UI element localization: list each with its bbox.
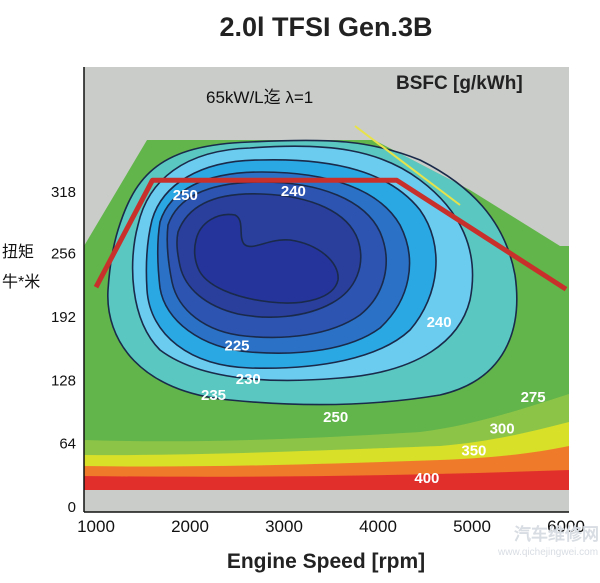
contour-line-240 [145,159,437,370]
y-tick-label: 128 [51,372,76,389]
y-tick-label: 256 [51,246,76,263]
contour-label-275: 275 [521,389,546,406]
y-axis-ticks: 0 64 128 192 256 318 [51,184,76,516]
x-tick-label: 1000 [77,517,115,536]
x-tick-label: 2000 [171,517,209,536]
x-axis-ticks: 1000 2000 3000 4000 5000 6000 [77,517,585,536]
contour-label-230: 230 [236,371,261,388]
y-tick-label: 64 [59,436,76,453]
contour-label-240: 240 [281,183,306,200]
contour-label-250: 250 [323,409,348,426]
x-tick-label: 5000 [453,517,491,536]
y-tick-label: 318 [51,184,76,201]
contour-line-245 [131,145,474,382]
contour-label-250: 250 [173,187,198,204]
contour-label-225: 225 [224,338,249,355]
contour-line-250 [107,139,518,406]
contour-line-235 [156,171,411,354]
annotation-text: 65kW/L迄 λ=1 [206,88,313,107]
watermark-url: www.qichejingwei.com [497,547,598,558]
contour-label-300: 300 [490,421,515,438]
chart-title: 2.0l TFSI Gen.3B [219,12,432,42]
contour-line-225 [176,193,362,318]
contour-label-240: 240 [427,314,452,331]
contour-label-400: 400 [414,470,439,487]
contour-line-core [193,213,339,304]
contour-label-350: 350 [461,443,486,460]
x-axis-label: Engine Speed [rpm] [227,550,425,573]
legend-label: BSFC [g/kWh] [396,73,523,94]
x-tick-label: 6000 [547,517,585,536]
full-load-curve [93,177,568,292]
y-tick-label: 192 [51,309,76,326]
contour-lines [107,139,518,406]
annotation-pointer-line [354,125,461,206]
y-axis-label-line1: 扭矩 [2,243,34,261]
x-tick-label: 4000 [359,517,397,536]
band-core [194,214,339,304]
contour-label-235: 235 [201,387,226,404]
y-tick-label: 0 [68,499,76,516]
band-red [84,470,569,490]
watermark-brand: 汽车维修网 [514,524,599,544]
x-tick-label: 3000 [265,517,303,536]
y-axis-label-line2: 牛*米 [2,273,40,291]
